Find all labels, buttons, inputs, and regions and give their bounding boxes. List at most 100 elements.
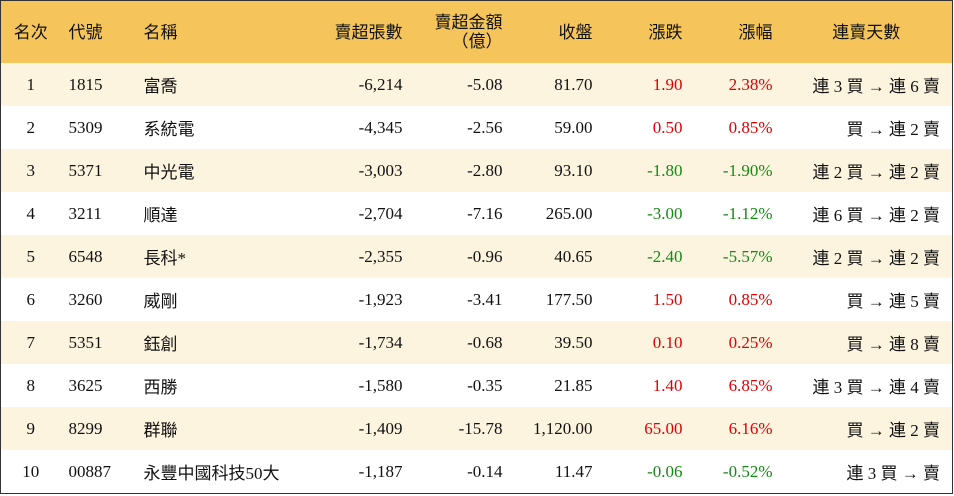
table-cell: 3211 xyxy=(68,203,102,223)
header-row: 名次 代號 名稱 賣超張數 賣超金額 （億） 收盤 漲跌 漲幅 連賣天數 xyxy=(0,0,953,63)
table-cell: 5351 xyxy=(60,321,136,364)
table-cell: 長科* xyxy=(135,235,301,278)
table-cell: -1,187 xyxy=(358,461,403,481)
header-cell: 賣超張數 xyxy=(300,0,411,63)
table-cell: 鈺創 xyxy=(135,321,301,364)
table-cell: -7.16 xyxy=(467,203,503,223)
table-cell: -1,923 xyxy=(358,289,403,309)
table-cell: 0.85% xyxy=(728,117,773,137)
table-cell: -3.41 xyxy=(467,289,503,309)
table-cell: -0.14 xyxy=(467,461,503,481)
table-cell: 連 3 買 → 連 4 賣 xyxy=(812,378,941,397)
table-cell: 系統電 xyxy=(143,120,195,139)
table-cell: 8299 xyxy=(60,407,136,450)
table-cell: -0.68 xyxy=(410,321,511,364)
table-cell: 5 xyxy=(0,235,61,278)
table-cell: 11.47 xyxy=(554,461,593,481)
table-cell: -2,355 xyxy=(300,235,411,278)
table-cell: 連 2 買 → 連 2 賣 xyxy=(780,235,953,278)
table-cell: 1.40 xyxy=(652,375,683,395)
table-cell: -5.57% xyxy=(690,235,781,278)
table-cell: -2.56 xyxy=(467,117,503,137)
table-cell: -0.52% xyxy=(722,461,773,481)
table-cell: 買 → 連 2 賣 xyxy=(846,120,941,139)
table-cell: -5.08 xyxy=(410,63,511,106)
table-cell: 永豐中國科技50大 xyxy=(143,464,280,483)
table-cell: 81.70 xyxy=(510,63,601,106)
table-cell: 6548 xyxy=(60,235,136,278)
table-cell: 買 → 連 8 賣 xyxy=(780,321,953,364)
table-cell: -6,214 xyxy=(300,63,411,106)
table-cell: -1.80 xyxy=(600,149,691,192)
table-cell: 連 3 買 → 賣 xyxy=(846,464,941,483)
header-cell: 代號 xyxy=(60,0,136,63)
table-cell: 177.50 xyxy=(545,289,593,309)
table-cell: -0.96 xyxy=(410,235,511,278)
table-cell: -0.06 xyxy=(647,461,683,481)
table-cell: 0.50 xyxy=(652,117,683,137)
table-cell: 1 xyxy=(0,63,61,106)
table-row: 8 3625 西勝 -1,580 -0.35 21.85 1.40 6.85% 連 3 買 → … xyxy=(1,364,953,407)
table-cell: 00887 xyxy=(68,461,112,481)
table-cell: 7 xyxy=(0,321,61,364)
table-cell: 5371 xyxy=(60,149,136,192)
table-cell: 3 xyxy=(0,149,61,192)
table-cell: 買 → 連 2 賣 xyxy=(780,407,953,450)
table-cell: -1.90% xyxy=(690,149,781,192)
header-cell: 收盤 xyxy=(510,0,601,63)
table-cell: 93.10 xyxy=(510,149,601,192)
header-cell: 連賣天數 xyxy=(780,0,953,63)
table-cell: 西勝 xyxy=(143,378,178,397)
table-cell: -1,409 xyxy=(300,407,411,450)
table-row: 6 3260 威剛 -1,923 -3.41 177.50 1.50 0.85% 買 → 連 5… xyxy=(1,278,953,321)
table-cell: 2 xyxy=(26,117,36,137)
table-cell: 6 xyxy=(26,289,36,309)
table-cell: 1.50 xyxy=(652,289,683,309)
table-cell: 3260 xyxy=(68,289,103,309)
table-cell: -2,704 xyxy=(358,203,403,223)
table-cell: 中光電 xyxy=(135,149,301,192)
table-row: 4 3211 順達 -2,704 -7.16 265.00 -3.00 -1.12% 連 6 買… xyxy=(1,192,953,235)
table-cell: 0.85% xyxy=(728,289,773,309)
table-row: 3 5371 中光電 -3,003 -2.80 93.10 -1.80 -1.90% 連 2 買… xyxy=(0,149,953,192)
table-cell: -1.12% xyxy=(722,203,773,223)
table-cell: 59.00 xyxy=(554,117,593,137)
table-body: 1 1815 富喬 -6,214 -5.08 81.70 1.90 2.38% 連 3 買 → … xyxy=(0,63,953,494)
table-cell: 5309 xyxy=(68,117,103,137)
table-cell: 8 xyxy=(26,375,36,395)
table-cell: 連 6 買 → 連 2 賣 xyxy=(812,206,941,225)
table-row: 2 5309 系統電 -4,345 -2.56 59.00 0.50 0.85% 買 → 連 2… xyxy=(1,106,953,149)
table-cell: 3625 xyxy=(68,375,103,395)
table-cell: 0.25% xyxy=(690,321,781,364)
table-cell: 群聯 xyxy=(135,407,301,450)
table-cell: -15.78 xyxy=(410,407,511,450)
table-cell: 順達 xyxy=(143,206,178,225)
table-cell: 10 xyxy=(22,461,40,481)
table-cell: 1.90 xyxy=(600,63,691,106)
table-row: 10 00887 永豐中國科技50大 -1,187 -0.14 11.47 -0.06 -0.… xyxy=(1,450,953,494)
table-cell: 9 xyxy=(0,407,61,450)
table-cell: -3,003 xyxy=(300,149,411,192)
table-row: 5 6548 長科* -2,355 -0.96 40.65 -2.40 -5.57% 連 2 買… xyxy=(0,235,953,278)
table-cell: 連 2 買 → 連 2 賣 xyxy=(780,149,953,192)
header-cell: 賣超金額 （億） xyxy=(410,0,511,63)
table-cell: -2.40 xyxy=(600,235,691,278)
header-cell: 漲幅 xyxy=(690,0,781,63)
table-row: 7 5351 鈺創 -1,734 -0.68 39.50 0.10 0.25% 買 → 連 8 … xyxy=(0,321,953,364)
table-cell: 連 3 買 → 連 6 賣 xyxy=(780,63,953,106)
table-cell: -4,345 xyxy=(358,117,403,137)
table-cell: 6.85% xyxy=(728,375,773,395)
table-cell: 265.00 xyxy=(545,203,593,223)
table-cell: 2.38% xyxy=(690,63,781,106)
table-row: 9 8299 群聯 -1,409 -15.78 1,120.00 65.00 6.16% 買 →… xyxy=(0,407,953,450)
table-cell: 4 xyxy=(26,203,36,223)
table-cell: -2.80 xyxy=(410,149,511,192)
table-cell: -1,580 xyxy=(358,375,403,395)
table-cell: -1,734 xyxy=(300,321,411,364)
table-row: 1 1815 富喬 -6,214 -5.08 81.70 1.90 2.38% 連 3 買 → … xyxy=(0,63,953,106)
table-cell: -0.35 xyxy=(467,375,503,395)
table-cell: -3.00 xyxy=(647,203,683,223)
header-cell: 漲跌 xyxy=(600,0,691,63)
table-cell: 65.00 xyxy=(600,407,691,450)
